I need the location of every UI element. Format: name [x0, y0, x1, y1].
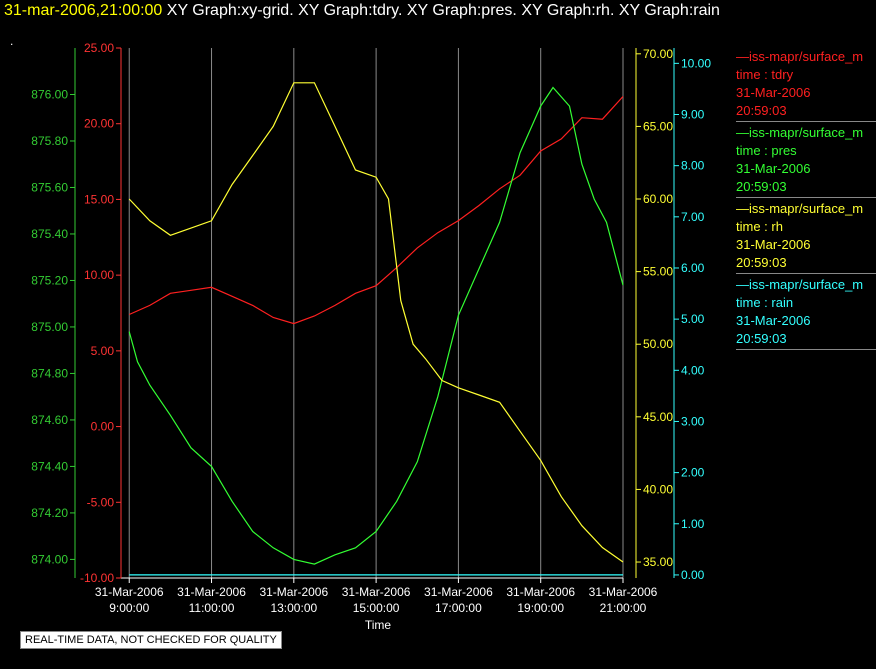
- tdry-tick-label: 10.00: [84, 268, 114, 282]
- x-tick-label: 31-Mar-2006: [177, 585, 246, 599]
- x-axis-label: Time: [365, 618, 392, 632]
- pres-tick-label: 875.40: [31, 227, 68, 241]
- legend-name: —iss-mapr/surface_m: [736, 125, 864, 140]
- legend-field: time : tdry: [736, 67, 794, 82]
- pres-tick-label: 875.60: [31, 180, 68, 194]
- pres-tick-label: 876.00: [31, 87, 68, 101]
- legend-field: time : pres: [736, 143, 797, 158]
- rain-tick-label: 3.00: [681, 414, 705, 428]
- legend-date: 31-Mar-2006: [736, 85, 811, 100]
- pres-tick-label: 874.60: [31, 413, 68, 427]
- x-tick-label: 21:00:00: [600, 601, 647, 615]
- x-tick-label: 9:00:00: [109, 601, 149, 615]
- legend-field: time : rain: [736, 295, 794, 310]
- legend-time: 20:59:03: [736, 331, 787, 346]
- tdry-tick-label: -10.00: [80, 571, 114, 585]
- pres-series-line: [128, 86, 624, 565]
- pres-tick-label: 874.40: [31, 459, 68, 473]
- legend-date: 31-Mar-2006: [736, 161, 811, 176]
- x-tick-label: 19:00:00: [517, 601, 564, 615]
- pres-tick-label: 874.80: [31, 366, 68, 380]
- rh-tick-label: 60.00: [643, 192, 673, 206]
- rh-tick-label: 55.00: [643, 265, 673, 279]
- rain-tick-label: 0.00: [681, 568, 705, 582]
- graph-list: XY Graph:xy-grid. XY Graph:tdry. XY Grap…: [166, 2, 720, 19]
- rain-tick-label: 4.00: [681, 363, 705, 377]
- x-tick-label: 15:00:00: [353, 601, 400, 615]
- x-tick-label: 17:00:00: [435, 601, 482, 615]
- rain-tick-label: 7.00: [681, 210, 705, 224]
- tdry-tick-label: 20.00: [84, 117, 114, 131]
- tdry-series-line: [128, 96, 624, 325]
- legend-name: —iss-mapr/surface_m: [736, 277, 864, 292]
- pres-tick-label: 874.20: [31, 506, 68, 520]
- rain-tick-label: 2.00: [681, 466, 705, 480]
- legend-time: 20:59:03: [736, 255, 787, 270]
- legend: —iss-mapr/surface_m time : tdry 31-Mar-200…: [736, 48, 876, 352]
- pres-tick-label: 875.00: [31, 320, 68, 334]
- x-tick-label: 31-Mar-2006: [95, 585, 164, 599]
- tdry-tick-label: 5.00: [91, 344, 115, 358]
- rh-tick-label: 40.00: [643, 482, 673, 496]
- legend-name: —iss-mapr/surface_m: [736, 201, 864, 216]
- rh-tick-label: 70.00: [643, 47, 673, 61]
- tdry-tick-label: 0.00: [91, 420, 115, 434]
- rain-tick-label: 9.00: [681, 108, 705, 122]
- graph-header: 31-mar-2006,21:00:00 XY Graph:xy-grid. X…: [4, 2, 720, 20]
- rh-tick-label: 50.00: [643, 337, 673, 351]
- tdry-tick-label: 15.00: [84, 192, 114, 206]
- pres-tick-label: 874.00: [31, 552, 68, 566]
- legend-date: 31-Mar-2006: [736, 313, 811, 328]
- tdry-tick-label: 25.00: [84, 41, 114, 55]
- legend-name: —iss-mapr/surface_m: [736, 49, 864, 64]
- rh-tick-label: 65.00: [643, 119, 673, 133]
- x-tick-label: 31-Mar-2006: [259, 585, 328, 599]
- rh-series-line: [128, 82, 624, 563]
- legend-time: 20:59:03: [736, 103, 787, 118]
- tdry-tick-label: -5.00: [87, 495, 115, 509]
- rain-tick-label: 1.00: [681, 517, 705, 531]
- x-tick-label: 31-Mar-2006: [424, 585, 493, 599]
- pres-tick-label: 875.80: [31, 134, 68, 148]
- pres-tick-label: 875.20: [31, 273, 68, 287]
- rain-tick-label: 6.00: [681, 261, 705, 275]
- quality-disclaimer: REAL-TIME DATA, NOT CHECKED FOR QUALITY: [20, 631, 282, 649]
- x-tick-label: 31-Mar-2006: [342, 585, 411, 599]
- rh-tick-label: 45.00: [643, 410, 673, 424]
- legend-field: time : rh: [736, 219, 783, 234]
- legend-time: 20:59:03: [736, 179, 787, 194]
- legend-date: 31-Mar-2006: [736, 237, 811, 252]
- x-tick-label: 11:00:00: [189, 601, 235, 615]
- rain-tick-label: 5.00: [681, 312, 705, 326]
- status-dot: .: [10, 34, 14, 48]
- x-tick-label: 31-Mar-2006: [506, 585, 575, 599]
- rain-tick-label: 10.00: [681, 56, 711, 70]
- x-tick-label: 31-Mar-2006: [589, 585, 658, 599]
- x-tick-label: 13:00:00: [270, 601, 317, 615]
- rain-tick-label: 8.00: [681, 159, 705, 173]
- rh-tick-label: 35.00: [643, 555, 673, 569]
- timestamp: 31-mar-2006,21:00:00: [4, 2, 163, 19]
